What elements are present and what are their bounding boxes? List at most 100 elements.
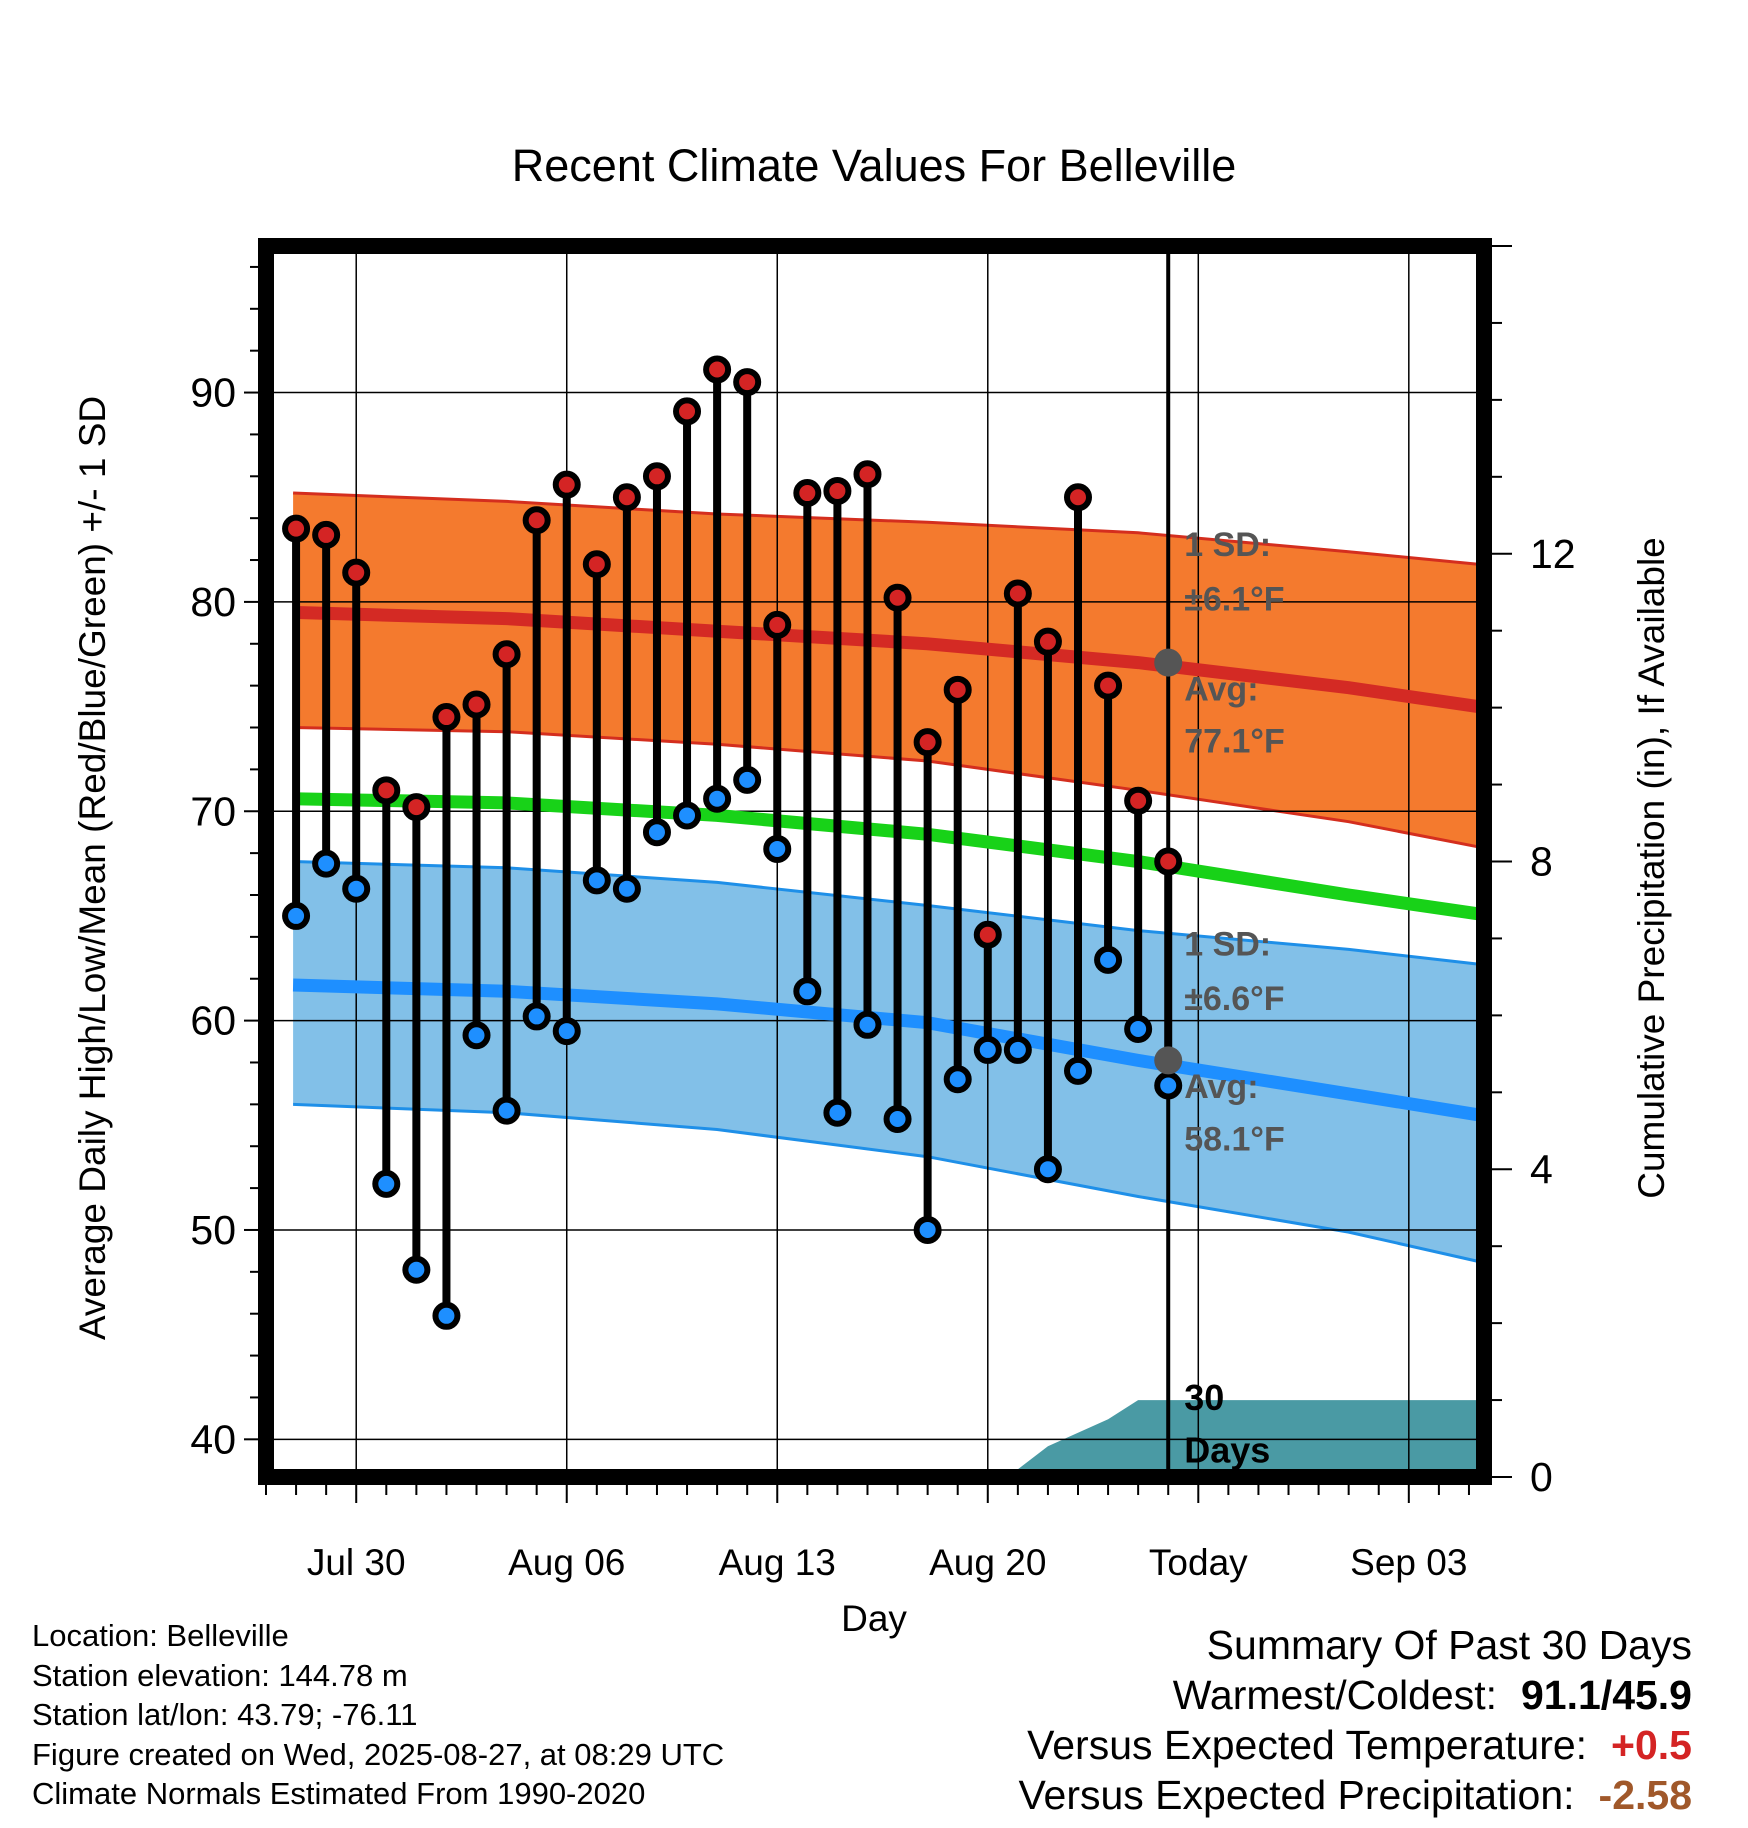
- daily-low-point: [1094, 945, 1123, 974]
- daily-high-point: [612, 483, 641, 512]
- daily-high-point: [973, 920, 1002, 949]
- daily-low-point: [1064, 1056, 1092, 1085]
- high-sd-value: ±6.1°F: [1184, 580, 1284, 618]
- daily-low-point: [823, 1098, 852, 1127]
- normal-high-upper-edge: [293, 491, 1479, 566]
- daily-high-point: [853, 460, 882, 489]
- daily-low-point: [342, 874, 371, 903]
- daily-high-point: [552, 470, 581, 499]
- x-tick-label: Aug 13: [719, 1542, 836, 1583]
- y2-tick-label: 4: [1530, 1146, 1553, 1192]
- daily-high-point: [402, 793, 431, 822]
- precip-label: Versus Expected Precipitation:: [1018, 1772, 1575, 1818]
- daily-low-point: [703, 784, 732, 813]
- warm-cold-value: 91.1/45.9: [1521, 1672, 1692, 1718]
- daily-low-point: [282, 901, 311, 930]
- daily-high-point: [522, 506, 551, 535]
- today-normal-high-marker: [1154, 648, 1183, 677]
- daily-low-point: [793, 977, 822, 1006]
- daily-low-point: [733, 765, 762, 794]
- daily-high-point: [582, 550, 611, 579]
- daily-low-point: [372, 1169, 401, 1198]
- precip-area: [957, 1400, 1484, 1477]
- latlon-text: Station lat/lon: 43.79; -76.11: [32, 1697, 418, 1732]
- x-tick-label: Today: [1149, 1542, 1248, 1583]
- plot-frame: [258, 238, 1492, 1485]
- low-sd-value: ±6.6°F: [1184, 980, 1284, 1018]
- x-tick-label: Sep 03: [1350, 1542, 1467, 1583]
- daily-low-point: [492, 1096, 521, 1125]
- daily-high-point: [342, 558, 371, 587]
- normal-high-band: [293, 493, 1479, 847]
- y2-axis-label: Cumulative Precipitation (in), If Availa…: [1631, 537, 1672, 1199]
- summary-temp: Versus Expected Temperature: +0.5: [1018, 1720, 1692, 1770]
- y2-tick-label: 12: [1530, 531, 1576, 577]
- daily-low-point: [552, 1017, 581, 1046]
- created-text: Figure created on Wed, 2025-08-27, at 08…: [32, 1736, 725, 1772]
- daily-high-point: [1003, 579, 1032, 608]
- temp-value: +0.5: [1611, 1722, 1692, 1768]
- y2-tick-label: 8: [1530, 839, 1553, 885]
- warm-cold-label: Warmest/Coldest:: [1172, 1672, 1497, 1718]
- daily-low-point: [1033, 1155, 1062, 1184]
- y-tick-label: 40: [190, 1416, 236, 1462]
- y-axis-label: Average Daily High/Low/Mean (Red/Blue/Gr…: [72, 396, 113, 1340]
- daily-high-point: [763, 610, 792, 639]
- chart-title: Recent Climate Values For Belleville: [512, 140, 1236, 191]
- y-tick-label: 90: [190, 370, 236, 416]
- x-tick-label: Jul 30: [307, 1542, 406, 1583]
- daily-low-point: [943, 1065, 972, 1094]
- y-tick-label: 60: [190, 998, 236, 1044]
- daily-high-point: [1154, 847, 1183, 876]
- y-tick-label: 50: [190, 1207, 236, 1253]
- daily-high-point: [913, 728, 942, 757]
- daily-high-point: [1064, 483, 1092, 512]
- daily-high-point: [372, 776, 401, 805]
- daily-high-point: [733, 368, 762, 397]
- elevation-text: Station elevation: 144.78 m: [32, 1657, 408, 1693]
- today-normal-low-marker: [1154, 1046, 1183, 1075]
- x-axis-label: Day: [841, 1598, 907, 1639]
- summary-precip: Versus Expected Precipitation: -2.58: [1018, 1770, 1692, 1820]
- daily-high-point: [943, 675, 972, 704]
- daily-low-point: [612, 874, 641, 903]
- plot-area: 1 SD: ±6.1°F Avg: 77.1°F 1 SD: ±6.6°F Avg: 58.1…: [266, 246, 1484, 1477]
- daily-high-point: [823, 476, 852, 505]
- precip-value: -2.58: [1598, 1772, 1692, 1818]
- daily-low-point: [522, 1002, 551, 1031]
- x-tick-label: Aug 06: [508, 1542, 625, 1583]
- daily-low-point: [673, 801, 702, 830]
- low-avg-value: 58.1°F: [1184, 1120, 1285, 1158]
- daily-low-point: [913, 1215, 942, 1244]
- station-info: Location: Belleville Station elevation: …: [32, 1616, 724, 1814]
- high-avg-label: Avg:: [1184, 670, 1258, 708]
- daily-low-point: [432, 1301, 461, 1330]
- daily-low-point: [1124, 1014, 1153, 1043]
- high-sd-label: 1 SD:: [1184, 526, 1271, 564]
- y2-tick-label: 0: [1530, 1454, 1553, 1500]
- daily-low-point: [1154, 1071, 1183, 1100]
- plot-overlays: 40 50 60 70 80 90 0 4 8 12 Jul 30 Aug 06 Aug 13 Aug 2…: [190, 238, 1576, 1583]
- location-text: Location: Belleville: [32, 1618, 289, 1653]
- daily-high-point: [793, 479, 822, 508]
- daily-high-point: [282, 514, 311, 543]
- daily-low-point: [462, 1021, 491, 1050]
- daily-high-point: [1094, 671, 1123, 700]
- low-avg-label: Avg:: [1184, 1068, 1258, 1106]
- summary-heading: Summary Of Past 30 Days: [1206, 1622, 1692, 1668]
- normal-low-band: [293, 861, 1479, 1262]
- daily-low-point: [973, 1035, 1002, 1064]
- daily-low-point: [763, 834, 792, 863]
- daily-high-point: [703, 355, 732, 384]
- daily-high-point: [312, 520, 341, 549]
- period-unit: Days: [1184, 1429, 1270, 1470]
- daily-low-point: [853, 1010, 882, 1039]
- daily-high-point: [642, 462, 671, 491]
- daily-low-point: [642, 818, 671, 847]
- period-number: 30: [1184, 1377, 1224, 1418]
- x-tick-label: Aug 20: [929, 1542, 1046, 1583]
- y-tick-label: 80: [190, 579, 236, 625]
- temp-label: Versus Expected Temperature:: [1027, 1722, 1588, 1768]
- daily-high-point: [673, 397, 702, 426]
